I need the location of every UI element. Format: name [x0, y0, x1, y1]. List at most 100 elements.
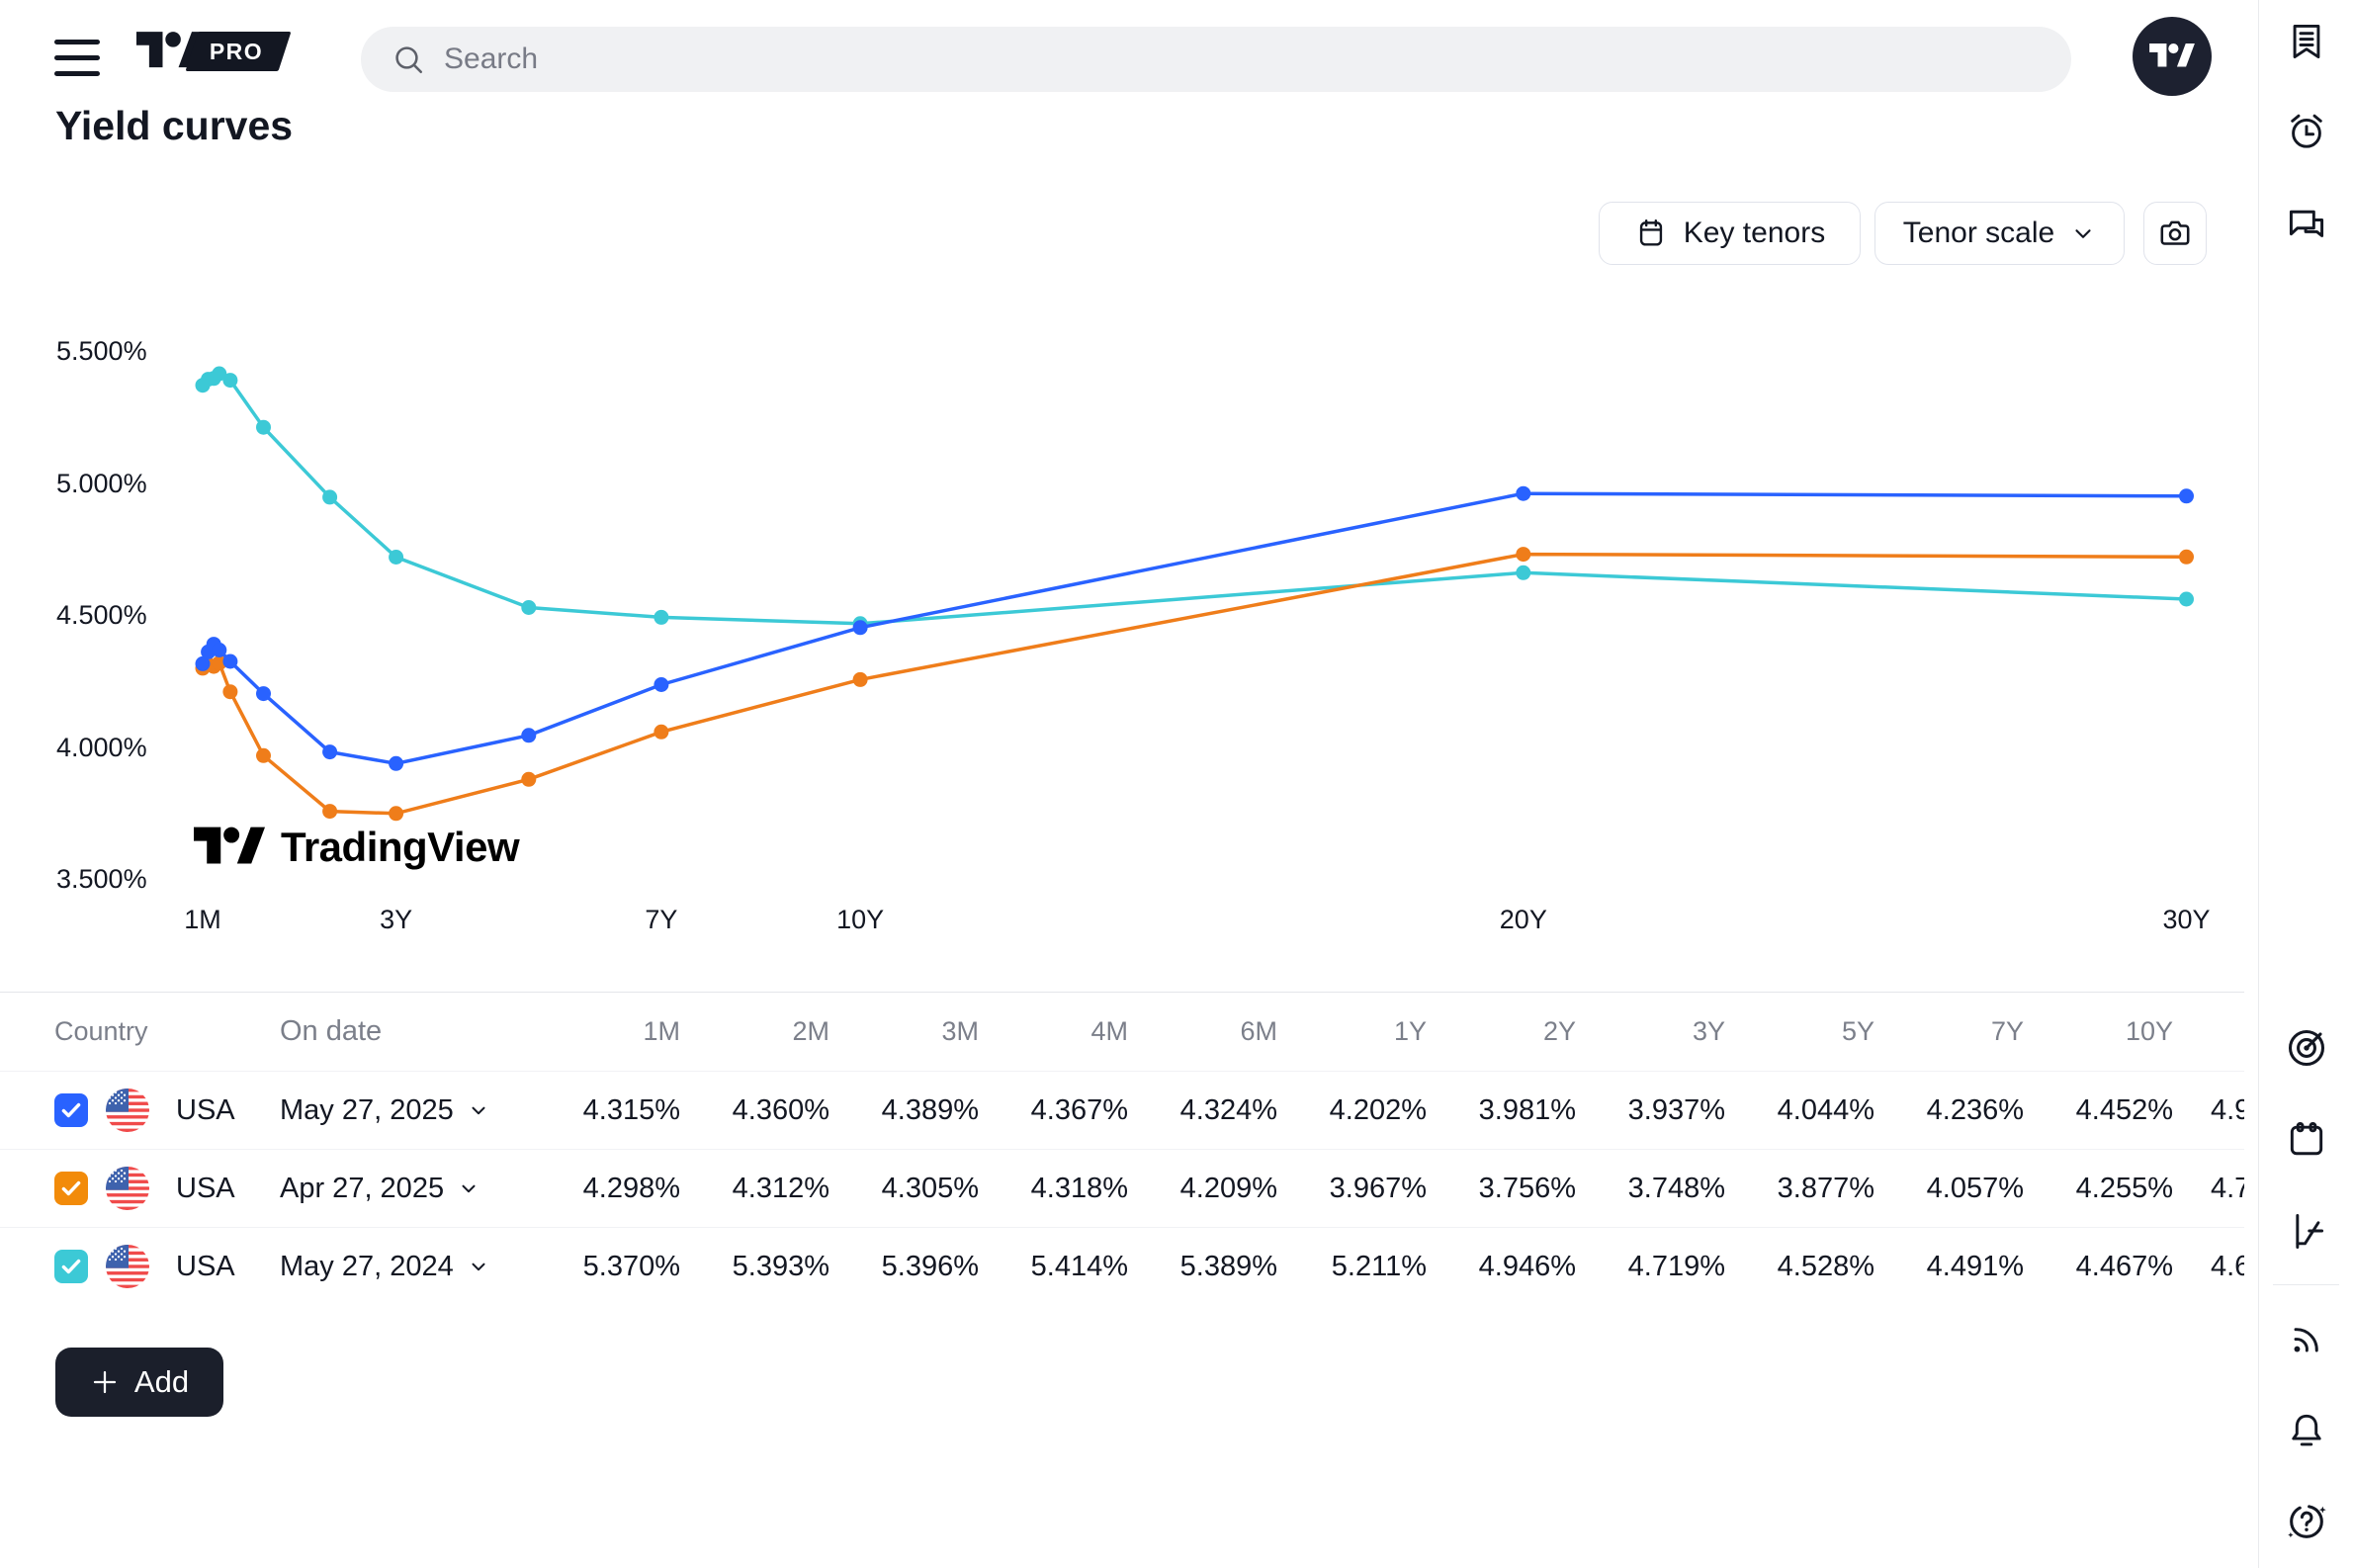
data-point — [256, 419, 271, 435]
data-point — [222, 684, 238, 700]
x-axis-label: 1M — [184, 905, 221, 934]
yield-value-cell-clipped: 4.7 — [2211, 1172, 2244, 1204]
table-header-cell: 2Y — [1542, 1016, 1576, 1046]
yield-value-cell: 4.946% — [1478, 1250, 1576, 1282]
data-point — [654, 609, 669, 625]
chevron-down-icon — [2075, 229, 2091, 238]
alerts-icon[interactable] — [2284, 109, 2329, 154]
y-axis-label: 4.000% — [56, 732, 147, 762]
data-point — [389, 550, 404, 565]
table-header-cell: 7Y — [1990, 1016, 2024, 1046]
data-point — [195, 660, 211, 676]
right-sidebar — [2258, 0, 2353, 1568]
yield-value-cell: 5.414% — [1030, 1250, 1128, 1282]
news-icon[interactable] — [2284, 1317, 2329, 1362]
table-header-cell: 3Y — [1692, 1016, 1725, 1046]
user-avatar[interactable] — [2133, 17, 2212, 96]
add-button-label: Add — [133, 1364, 190, 1399]
data-point — [256, 747, 271, 763]
data-point — [201, 644, 217, 659]
page-title: Yield curves — [55, 103, 294, 148]
tenor-scale-dropdown[interactable]: Tenor scale — [1874, 202, 2125, 265]
add-curve-button[interactable]: Add — [55, 1348, 223, 1417]
tradingview-glyph-icon — [194, 827, 265, 864]
data-point — [206, 637, 221, 653]
date-dropdown[interactable]: May 27, 2024 — [280, 1251, 531, 1283]
chat-icon[interactable] — [2284, 203, 2329, 248]
yield-table: Country On date 1M 2M 3M 4M 6M 1Y 2Y 3Y 5Y 7Y 10Y US… — [0, 992, 2244, 1305]
search-input[interactable]: Search — [361, 27, 2071, 92]
check-icon — [61, 1102, 81, 1118]
data-point — [2179, 488, 2194, 504]
yield-value-cell: 5.389% — [1179, 1250, 1277, 1282]
data-point — [212, 643, 227, 657]
y-axis-label: 5.000% — [56, 468, 147, 498]
data-point — [322, 744, 338, 760]
watermark-text: TradingView — [281, 824, 520, 870]
data-point — [201, 372, 217, 388]
data-point — [256, 686, 271, 702]
yield-value-cell: 3.756% — [1478, 1172, 1576, 1204]
date-dropdown[interactable]: May 27, 2025 — [280, 1094, 531, 1127]
usa-flag-icon — [106, 1167, 149, 1210]
row-checkbox[interactable] — [54, 1093, 88, 1127]
table-header-cell: 3M — [941, 1016, 979, 1046]
data-point — [2179, 591, 2194, 607]
data-point — [322, 489, 338, 505]
table-header-cell: 2M — [792, 1016, 829, 1046]
table-row: USA May 27, 2024 5.370% 5.393% 5.396% 5.414% 5… — [0, 1228, 2244, 1305]
key-tenors-button[interactable]: Key tenors — [1599, 202, 1861, 265]
calendar-icon[interactable] — [2284, 1117, 2329, 1163]
data-point — [521, 728, 537, 743]
table-row: USA May 27, 2025 4.315% 4.360% 4.389% 4.367% 4… — [0, 1072, 2244, 1150]
series-line — [202, 552, 2187, 816]
y-axis-label: 3.500% — [56, 864, 147, 894]
help-icon[interactable] — [2284, 1498, 2329, 1543]
yield-value-cell: 3.937% — [1627, 1093, 1725, 1126]
yield-value-cell: 4.044% — [1777, 1093, 1874, 1126]
watchlist-icon[interactable] — [2284, 19, 2329, 64]
yield-value-cell: 4.202% — [1329, 1093, 1427, 1126]
x-axis-label: 7Y — [645, 905, 678, 934]
data-point — [195, 378, 211, 393]
data-point — [1516, 547, 1531, 563]
check-icon — [61, 1180, 81, 1196]
x-axis-label: 20Y — [1499, 905, 1547, 934]
data-point — [852, 616, 868, 632]
row-checkbox[interactable] — [54, 1250, 88, 1283]
usa-flag-icon — [106, 1089, 149, 1132]
row-checkbox[interactable] — [54, 1172, 88, 1205]
date-label: Apr 27, 2025 — [280, 1172, 445, 1204]
table-row: USA Apr 27, 2025 4.298% 4.312% 4.305% 4.318% 4… — [0, 1150, 2244, 1228]
data-point — [201, 656, 217, 672]
camera-icon — [2160, 220, 2190, 245]
data-point — [212, 366, 227, 382]
data-point — [389, 806, 404, 822]
data-point — [654, 677, 669, 692]
bonds-icon[interactable] — [2284, 1208, 2329, 1254]
search-icon — [395, 46, 423, 74]
country-label: USA — [176, 1250, 235, 1282]
tradingview-logo[interactable]: PRO — [136, 32, 292, 71]
table-header-cell: On date — [280, 1015, 383, 1047]
notifications-icon[interactable] — [2284, 1408, 2329, 1453]
table-header-cell: 10Y — [2125, 1016, 2173, 1046]
data-point — [521, 600, 537, 615]
yield-value-cell: 4.209% — [1179, 1172, 1277, 1204]
date-dropdown[interactable]: Apr 27, 2025 — [280, 1173, 531, 1205]
data-point — [222, 373, 238, 389]
yield-value-cell: 5.396% — [881, 1250, 979, 1282]
snapshot-camera-button[interactable] — [2143, 202, 2207, 265]
hamburger-menu-icon[interactable] — [54, 40, 100, 77]
data-point — [389, 755, 404, 771]
usa-flag-icon — [106, 1245, 149, 1288]
screener-icon[interactable] — [2284, 1025, 2329, 1071]
yield-value-cell: 4.367% — [1030, 1093, 1128, 1126]
table-header-cell: 1M — [643, 1016, 680, 1046]
yield-value-cell: 4.467% — [2075, 1250, 2173, 1282]
yield-value-cell: 4.528% — [1777, 1250, 1874, 1282]
data-point — [195, 655, 211, 671]
yield-value-cell: 4.360% — [732, 1093, 829, 1126]
x-axis-label: 10Y — [836, 905, 885, 934]
yield-value-cell: 4.318% — [1030, 1172, 1128, 1204]
